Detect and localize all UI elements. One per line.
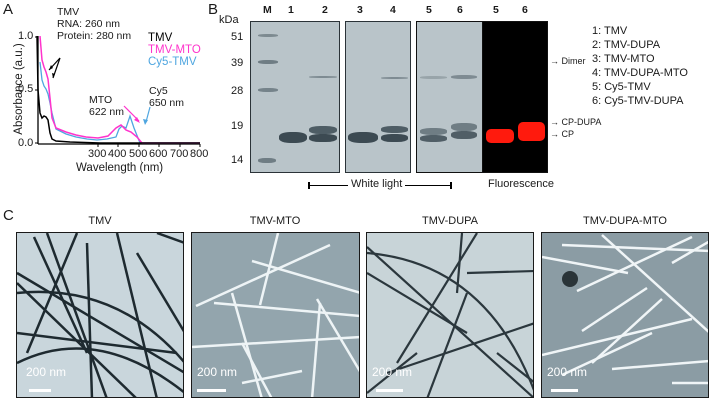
series-cy5-tmv [39, 61, 200, 144]
x-tick-600: 600 [149, 148, 168, 160]
lane-6-fluor: 6 [522, 4, 528, 16]
panel-c-letter: C [3, 207, 14, 224]
lane-4: 4 [390, 4, 396, 16]
em-title-tmv-mto: TMV-MTO [249, 215, 301, 227]
y-axis-label: Absorbance (a.u.) [13, 43, 25, 135]
y-tick-1: 1.0 [18, 30, 34, 42]
band-lane4-cp [381, 134, 408, 142]
scale-bar [376, 389, 403, 392]
em-image-tmv-dupa: 200 nm [366, 232, 534, 398]
scale-label: 200 nm [197, 365, 238, 379]
sample-legend: 1: TMV 2: TMV-DUPA 3: TMV-MTO 4: TMV-DUP… [592, 25, 688, 107]
marker-band-28 [258, 88, 278, 92]
x-tick-800: 800 [190, 148, 209, 160]
white-light-label: White light [348, 178, 406, 190]
band-lane3-cp [348, 132, 378, 143]
mw-28: 28 [231, 85, 244, 97]
band-lane2-cp [309, 134, 337, 142]
white-light-bracket: White light [308, 178, 452, 193]
lane-3: 3 [357, 4, 363, 16]
marker-band-51 [258, 34, 278, 37]
mw-51: 51 [231, 31, 244, 43]
band-lane6-cpdupa [451, 123, 477, 131]
series-tmv [36, 35, 200, 144]
scale-label: 200 nm [26, 365, 67, 379]
arrow-right-icon: → [550, 56, 559, 66]
panel-a-letter: A [3, 1, 14, 18]
em-title-tmv-dupa: TMV-DUPA [421, 215, 479, 227]
mw-39: 39 [231, 57, 244, 69]
band-lane2-cpdupa [309, 126, 337, 134]
em-image-tmv-mto: 200 nm [191, 232, 360, 398]
x-tick-300: 300 [88, 148, 107, 160]
x-axis-label: Wavelength (nm) [76, 162, 164, 174]
scale-bar [551, 389, 578, 392]
y-tick-0: 0.0 [18, 137, 34, 149]
chart-svg [35, 35, 201, 147]
y-tick-0-5: 0.5 [18, 83, 34, 95]
band-lane1-cp [279, 132, 307, 143]
lane-1: 1 [288, 4, 294, 16]
marker-band-39 [258, 60, 278, 64]
kda-label: kDa [219, 14, 239, 26]
band-lane4-dimer [381, 77, 408, 79]
em-title-tmv: TMV [88, 215, 112, 227]
scale-bar [197, 389, 226, 392]
x-tick-500: 500 [129, 148, 148, 160]
panel-b-letter: B [208, 1, 219, 18]
annotation-tmv: TMV RNA: 260 nm Protein: 280 nm [57, 6, 132, 42]
lane-labels: M 1 2 3 4 5 6 5 6 [0, 4, 709, 18]
mw-14: 14 [231, 154, 244, 166]
band-lane5-cp [420, 135, 447, 142]
annotation-cy5: Cy5 650 nm [149, 85, 185, 109]
annotation-mto: MTO 622 nm [89, 94, 125, 118]
gel-panel-3 [416, 21, 483, 173]
band-lane6-cp [451, 131, 477, 139]
lane-6: 6 [457, 4, 463, 16]
legend-cy5-tmv: Cy5-TMV [148, 56, 197, 68]
em-title-tmv-dupa-mto: TMV-DUPA-MTO [583, 215, 667, 227]
marker-band-14 [258, 158, 276, 163]
lane-2: 2 [322, 4, 328, 16]
label-cp-dupa: → CP-DUPA [550, 117, 602, 127]
lane-5-fluor: 5 [493, 4, 499, 16]
band-lane2-dimer [309, 76, 337, 78]
label-cp: → CP [550, 129, 575, 139]
legend-tmv-mto: TMV-MTO [148, 44, 201, 56]
fluorescence-label: Fluorescence [488, 178, 555, 190]
scale-label: 200 nm [372, 365, 413, 379]
absorbance-chart [0, 0, 230, 170]
scale-bar [29, 389, 51, 392]
lane-m: M [263, 4, 272, 16]
arrow-right-icon: → [550, 117, 559, 127]
band-lane5-dimer [420, 76, 447, 79]
label-dimer: → Dimer [550, 56, 586, 66]
em-image-tmv-dupa-mto: 200 nm [541, 232, 709, 398]
band-lane4-cpdupa [381, 126, 408, 133]
legend-tmv: TMV [148, 32, 173, 44]
gel-panel-2 [345, 21, 411, 173]
scale-label: 200 nm [547, 365, 588, 379]
x-tick-700: 700 [170, 148, 189, 160]
chart-legend: TMV TMV-MTO Cy5-TMV [148, 32, 201, 68]
lane-5: 5 [426, 4, 432, 16]
fluor-band-lane6 [518, 122, 545, 141]
band-lane6-dimer [451, 75, 477, 79]
band-lane5-upper [420, 128, 447, 135]
gel-fluorescence-panel [482, 21, 548, 173]
mw-19: 19 [231, 120, 244, 132]
em-image-tmv: 200 nm [16, 232, 184, 398]
series-tmv-mto [39, 35, 200, 144]
arrow-right-icon: → [550, 129, 559, 139]
gel-panel-1 [250, 21, 340, 173]
x-tick-400: 400 [108, 148, 127, 160]
fluor-band-lane5 [486, 129, 514, 143]
